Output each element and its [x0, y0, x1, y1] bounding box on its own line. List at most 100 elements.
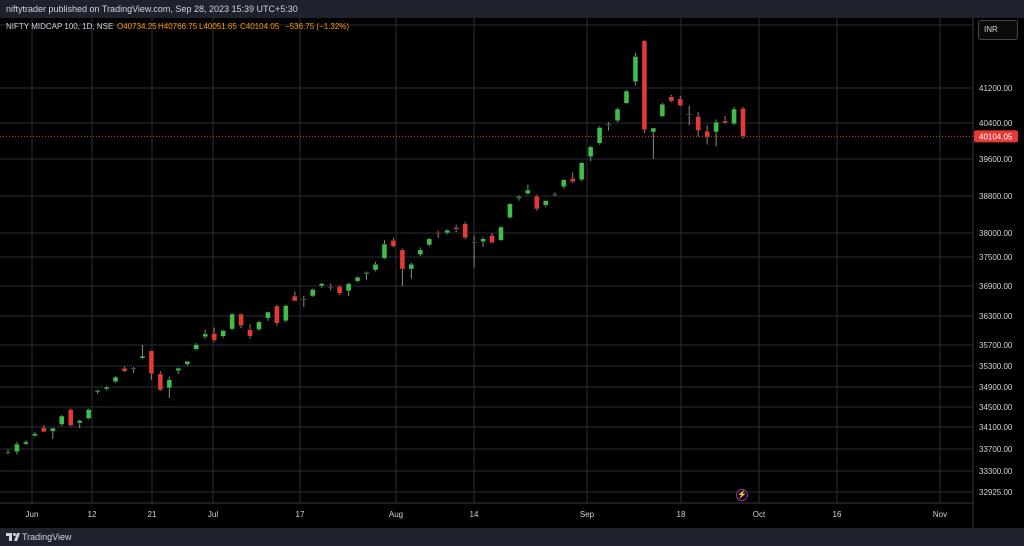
candle[interactable]	[552, 192, 558, 197]
candle[interactable]	[722, 116, 728, 124]
candle[interactable]	[274, 304, 280, 326]
candle[interactable]	[76, 419, 83, 429]
candle[interactable]	[50, 427, 56, 440]
candle[interactable]	[336, 285, 343, 295]
candle[interactable]	[426, 237, 433, 247]
candle[interactable]	[94, 389, 101, 395]
candle[interactable]	[220, 329, 226, 339]
candle[interactable]	[417, 247, 424, 257]
candle[interactable]	[67, 408, 74, 427]
candle[interactable]	[211, 327, 217, 343]
chart-panel[interactable]: 42000.0041200.0040400.0039600.0038800.00…	[0, 18, 1024, 528]
candle[interactable]	[301, 296, 307, 307]
time-tick-label: Nov	[933, 510, 947, 519]
candle[interactable]	[713, 119, 719, 147]
candle[interactable]	[498, 226, 504, 242]
candle[interactable]	[408, 262, 415, 279]
candle[interactable]	[435, 230, 441, 238]
candle[interactable]	[399, 248, 406, 286]
candle[interactable]	[677, 95, 684, 107]
published-text: niftytrader published on TradingView.com…	[6, 4, 298, 14]
candle[interactable]	[704, 125, 710, 145]
candle[interactable]	[614, 107, 621, 123]
candle[interactable]	[41, 425, 47, 433]
candle[interactable]	[23, 440, 29, 446]
lightning-icon[interactable]: ⚡	[736, 489, 748, 501]
candle[interactable]	[587, 145, 594, 162]
candle-body-down	[67, 409, 74, 426]
candle[interactable]	[292, 291, 298, 302]
candle[interactable]	[265, 311, 271, 321]
candle[interactable]	[578, 161, 585, 182]
candle[interactable]	[112, 375, 119, 383]
currency-button[interactable]: INR	[978, 20, 1018, 40]
candle[interactable]	[32, 431, 38, 437]
candle[interactable]	[229, 313, 235, 331]
candle[interactable]	[534, 194, 540, 211]
candle[interactable]	[327, 283, 334, 291]
candle[interactable]	[354, 276, 361, 283]
candle[interactable]	[641, 39, 648, 133]
candle[interactable]	[444, 229, 450, 235]
candle[interactable]	[121, 366, 128, 373]
candle[interactable]	[166, 376, 173, 399]
candle-body-up	[202, 333, 208, 338]
candle[interactable]	[202, 329, 208, 339]
candle[interactable]	[390, 237, 397, 248]
candle[interactable]	[471, 235, 477, 268]
candle[interactable]	[175, 367, 182, 374]
candle-body-up	[731, 108, 737, 125]
candle[interactable]	[560, 178, 567, 189]
candle[interactable]	[605, 122, 612, 131]
footer-brand[interactable]: TradingView	[22, 532, 72, 542]
price-tick-label: 36300.00	[979, 312, 1013, 321]
candle-body-up	[552, 193, 558, 196]
candle[interactable]	[59, 415, 65, 426]
candle[interactable]	[480, 236, 486, 247]
candle[interactable]	[5, 449, 11, 455]
candle[interactable]	[103, 385, 110, 391]
grid-lines	[0, 18, 974, 528]
candle[interactable]	[686, 105, 692, 126]
candle[interactable]	[731, 106, 737, 126]
candle[interactable]	[130, 367, 137, 373]
tradingview-logo-icon[interactable]	[6, 531, 20, 543]
candle[interactable]	[695, 112, 701, 137]
candle[interactable]	[632, 52, 639, 86]
candle[interactable]	[569, 172, 576, 184]
candle[interactable]	[507, 202, 513, 219]
candle[interactable]	[543, 199, 549, 208]
candle[interactable]	[184, 361, 191, 366]
candle[interactable]	[516, 195, 522, 201]
candle[interactable]	[453, 224, 459, 233]
candle[interactable]	[345, 282, 352, 296]
candle[interactable]	[157, 371, 164, 391]
candle[interactable]	[139, 345, 146, 360]
price-tick-label: 34900.00	[979, 383, 1013, 392]
candle[interactable]	[623, 89, 630, 105]
candle[interactable]	[668, 94, 675, 103]
candle[interactable]	[596, 126, 603, 145]
candle[interactable]	[247, 324, 253, 339]
candle[interactable]	[318, 282, 325, 288]
candle[interactable]	[310, 288, 316, 298]
candle[interactable]	[381, 240, 388, 260]
candle[interactable]	[372, 261, 379, 272]
candle[interactable]	[85, 408, 92, 420]
candle[interactable]	[363, 271, 370, 280]
candle[interactable]	[193, 343, 199, 351]
candle[interactable]	[238, 313, 244, 329]
candle[interactable]	[650, 127, 657, 160]
candle-body-down	[399, 249, 406, 270]
candle[interactable]	[462, 221, 468, 240]
candle[interactable]	[148, 350, 155, 380]
candle[interactable]	[525, 184, 531, 195]
candle-body-down	[41, 427, 47, 433]
candle[interactable]	[283, 304, 289, 323]
candle[interactable]	[14, 441, 20, 455]
candle[interactable]	[659, 102, 666, 118]
candlestick-chart[interactable]: 42000.0041200.0040400.0039600.0038800.00…	[0, 18, 1024, 528]
candle[interactable]	[489, 233, 495, 244]
candle[interactable]	[740, 106, 746, 139]
candle[interactable]	[256, 320, 262, 331]
